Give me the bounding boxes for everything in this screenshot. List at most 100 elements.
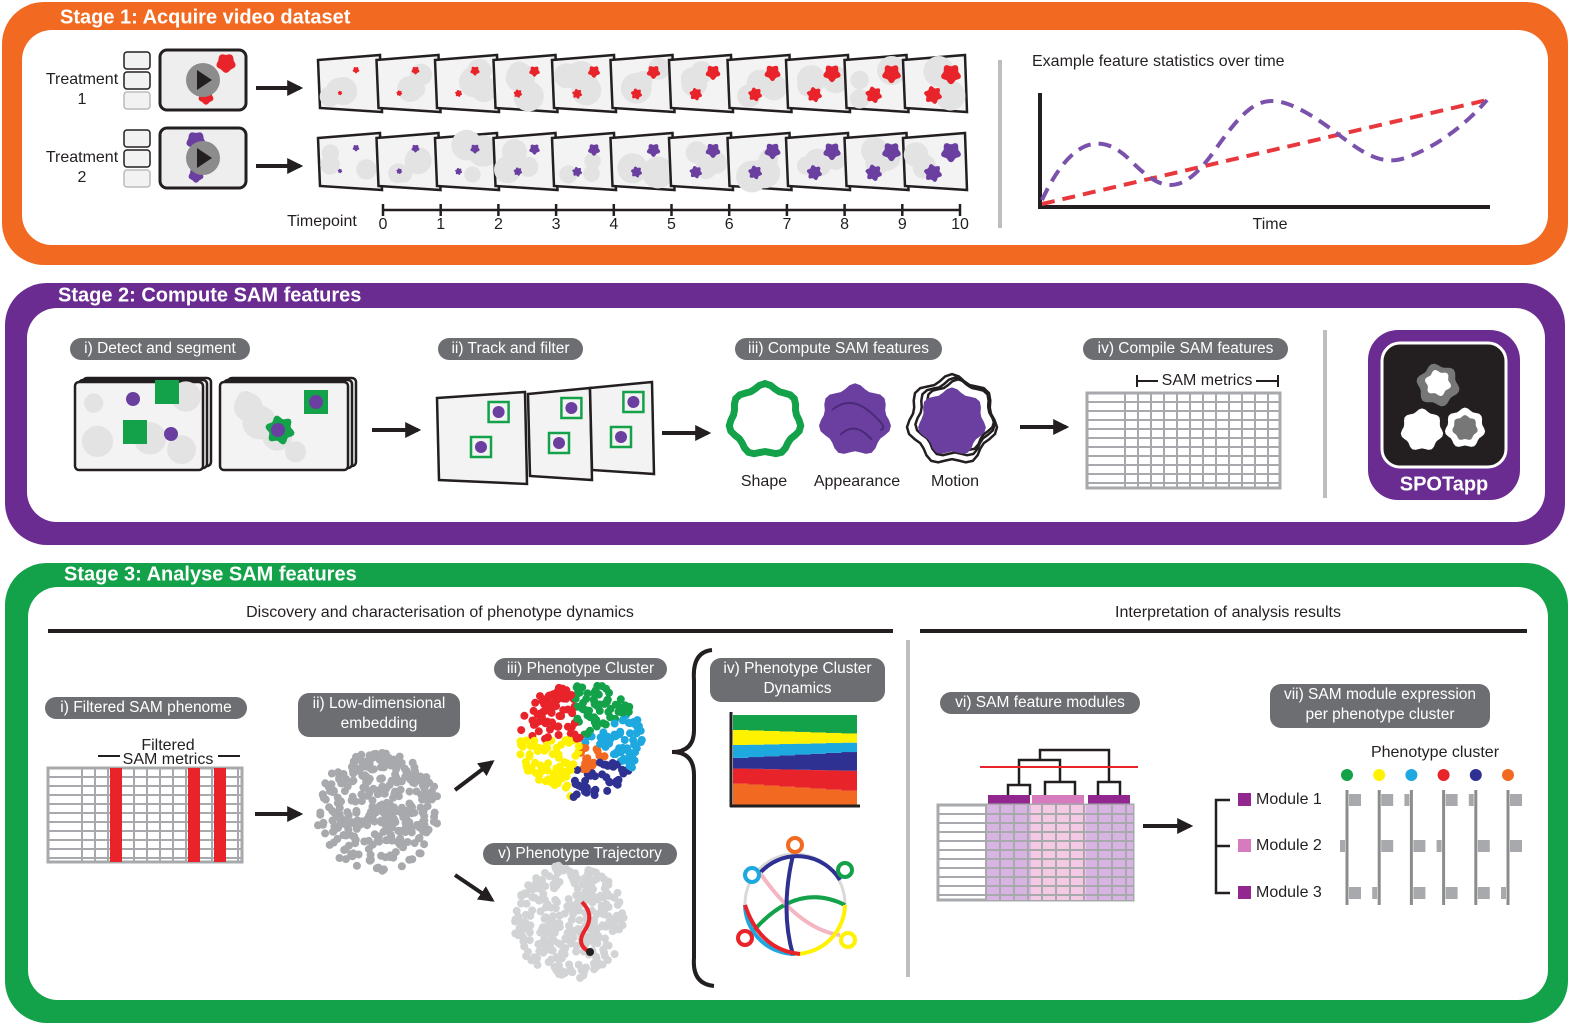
point bbox=[373, 790, 382, 799]
point bbox=[549, 880, 558, 889]
stack bbox=[841, 752, 857, 771]
expression bbox=[1510, 840, 1522, 852]
step-pill bbox=[940, 692, 1140, 714]
play-icon bbox=[197, 70, 212, 90]
label: 1 bbox=[78, 91, 87, 108]
background-cell bbox=[749, 157, 781, 189]
stack bbox=[764, 785, 780, 805]
label: Dynamics bbox=[763, 680, 831, 697]
point bbox=[551, 904, 560, 913]
point bbox=[625, 762, 634, 771]
selected-column bbox=[214, 768, 226, 862]
blob bbox=[882, 143, 901, 162]
point bbox=[578, 880, 587, 889]
point bbox=[594, 932, 603, 940]
label: Module 2 bbox=[1256, 837, 1322, 854]
point bbox=[602, 940, 611, 949]
point bbox=[592, 925, 601, 933]
stack bbox=[795, 731, 811, 744]
point bbox=[369, 765, 378, 774]
box bbox=[622, 390, 645, 414]
label: Time bbox=[1253, 216, 1288, 233]
point bbox=[374, 832, 383, 841]
point bbox=[516, 750, 525, 759]
point bbox=[572, 941, 581, 950]
blob bbox=[865, 164, 882, 181]
point bbox=[533, 710, 542, 719]
background-cell bbox=[470, 75, 498, 103]
background-cell bbox=[583, 165, 600, 182]
blob bbox=[529, 144, 540, 155]
point bbox=[589, 885, 597, 894]
stack bbox=[748, 744, 764, 758]
point bbox=[418, 808, 427, 817]
point bbox=[400, 764, 409, 773]
label: iii) Compute SAM features bbox=[748, 340, 929, 357]
point bbox=[603, 695, 612, 704]
module-bar bbox=[1088, 795, 1130, 805]
point bbox=[526, 921, 535, 930]
edge bbox=[794, 904, 847, 956]
point bbox=[548, 718, 557, 727]
label: iii) Phenotype Cluster bbox=[507, 660, 654, 677]
blob bbox=[396, 168, 403, 175]
label: 6 bbox=[725, 216, 734, 233]
stack bbox=[810, 743, 826, 754]
point bbox=[538, 923, 547, 932]
point bbox=[386, 761, 395, 770]
point bbox=[394, 792, 403, 801]
background-cell bbox=[329, 77, 358, 106]
point bbox=[565, 960, 574, 969]
cell bbox=[492, 406, 505, 418]
point bbox=[593, 746, 602, 755]
label: iv) Phenotype Cluster bbox=[723, 660, 871, 677]
thumbnail bbox=[123, 149, 151, 168]
point bbox=[531, 769, 540, 778]
cell bbox=[475, 441, 487, 453]
point bbox=[343, 818, 352, 827]
label: v) Phenotype Trajectory bbox=[498, 845, 662, 862]
thumbnail bbox=[123, 91, 151, 110]
point bbox=[605, 688, 613, 697]
blob bbox=[631, 166, 642, 178]
point bbox=[584, 866, 593, 875]
point bbox=[314, 821, 322, 830]
point bbox=[563, 705, 572, 714]
blob bbox=[918, 387, 986, 454]
stack bbox=[779, 769, 795, 787]
background-cell bbox=[508, 61, 530, 83]
stack bbox=[779, 715, 795, 732]
point bbox=[357, 797, 366, 806]
point bbox=[379, 805, 388, 814]
point bbox=[591, 785, 600, 794]
point bbox=[330, 822, 339, 831]
point bbox=[593, 939, 602, 948]
point bbox=[561, 736, 570, 745]
blob bbox=[352, 145, 360, 152]
node bbox=[736, 929, 754, 947]
background-cell bbox=[81, 425, 114, 457]
edge bbox=[743, 904, 801, 956]
stage-title: Stage 3: Analyse SAM features bbox=[64, 563, 357, 585]
cluster-dot bbox=[1373, 769, 1386, 781]
trajectory-end bbox=[586, 948, 594, 956]
stack bbox=[733, 757, 749, 769]
blob bbox=[823, 65, 841, 83]
point bbox=[521, 758, 530, 766]
label: i) Filtered SAM phenome bbox=[60, 699, 231, 716]
point bbox=[397, 803, 406, 812]
point bbox=[360, 771, 369, 780]
point bbox=[517, 918, 526, 926]
box bbox=[609, 425, 633, 449]
stack bbox=[779, 731, 795, 745]
point bbox=[352, 752, 360, 761]
point bbox=[619, 913, 628, 922]
background-cell bbox=[404, 147, 432, 175]
label: 9 bbox=[898, 216, 907, 233]
point bbox=[620, 736, 629, 744]
module-bar bbox=[1032, 795, 1084, 805]
point bbox=[581, 874, 589, 882]
point bbox=[586, 936, 595, 945]
point bbox=[321, 829, 330, 838]
point bbox=[561, 944, 570, 953]
